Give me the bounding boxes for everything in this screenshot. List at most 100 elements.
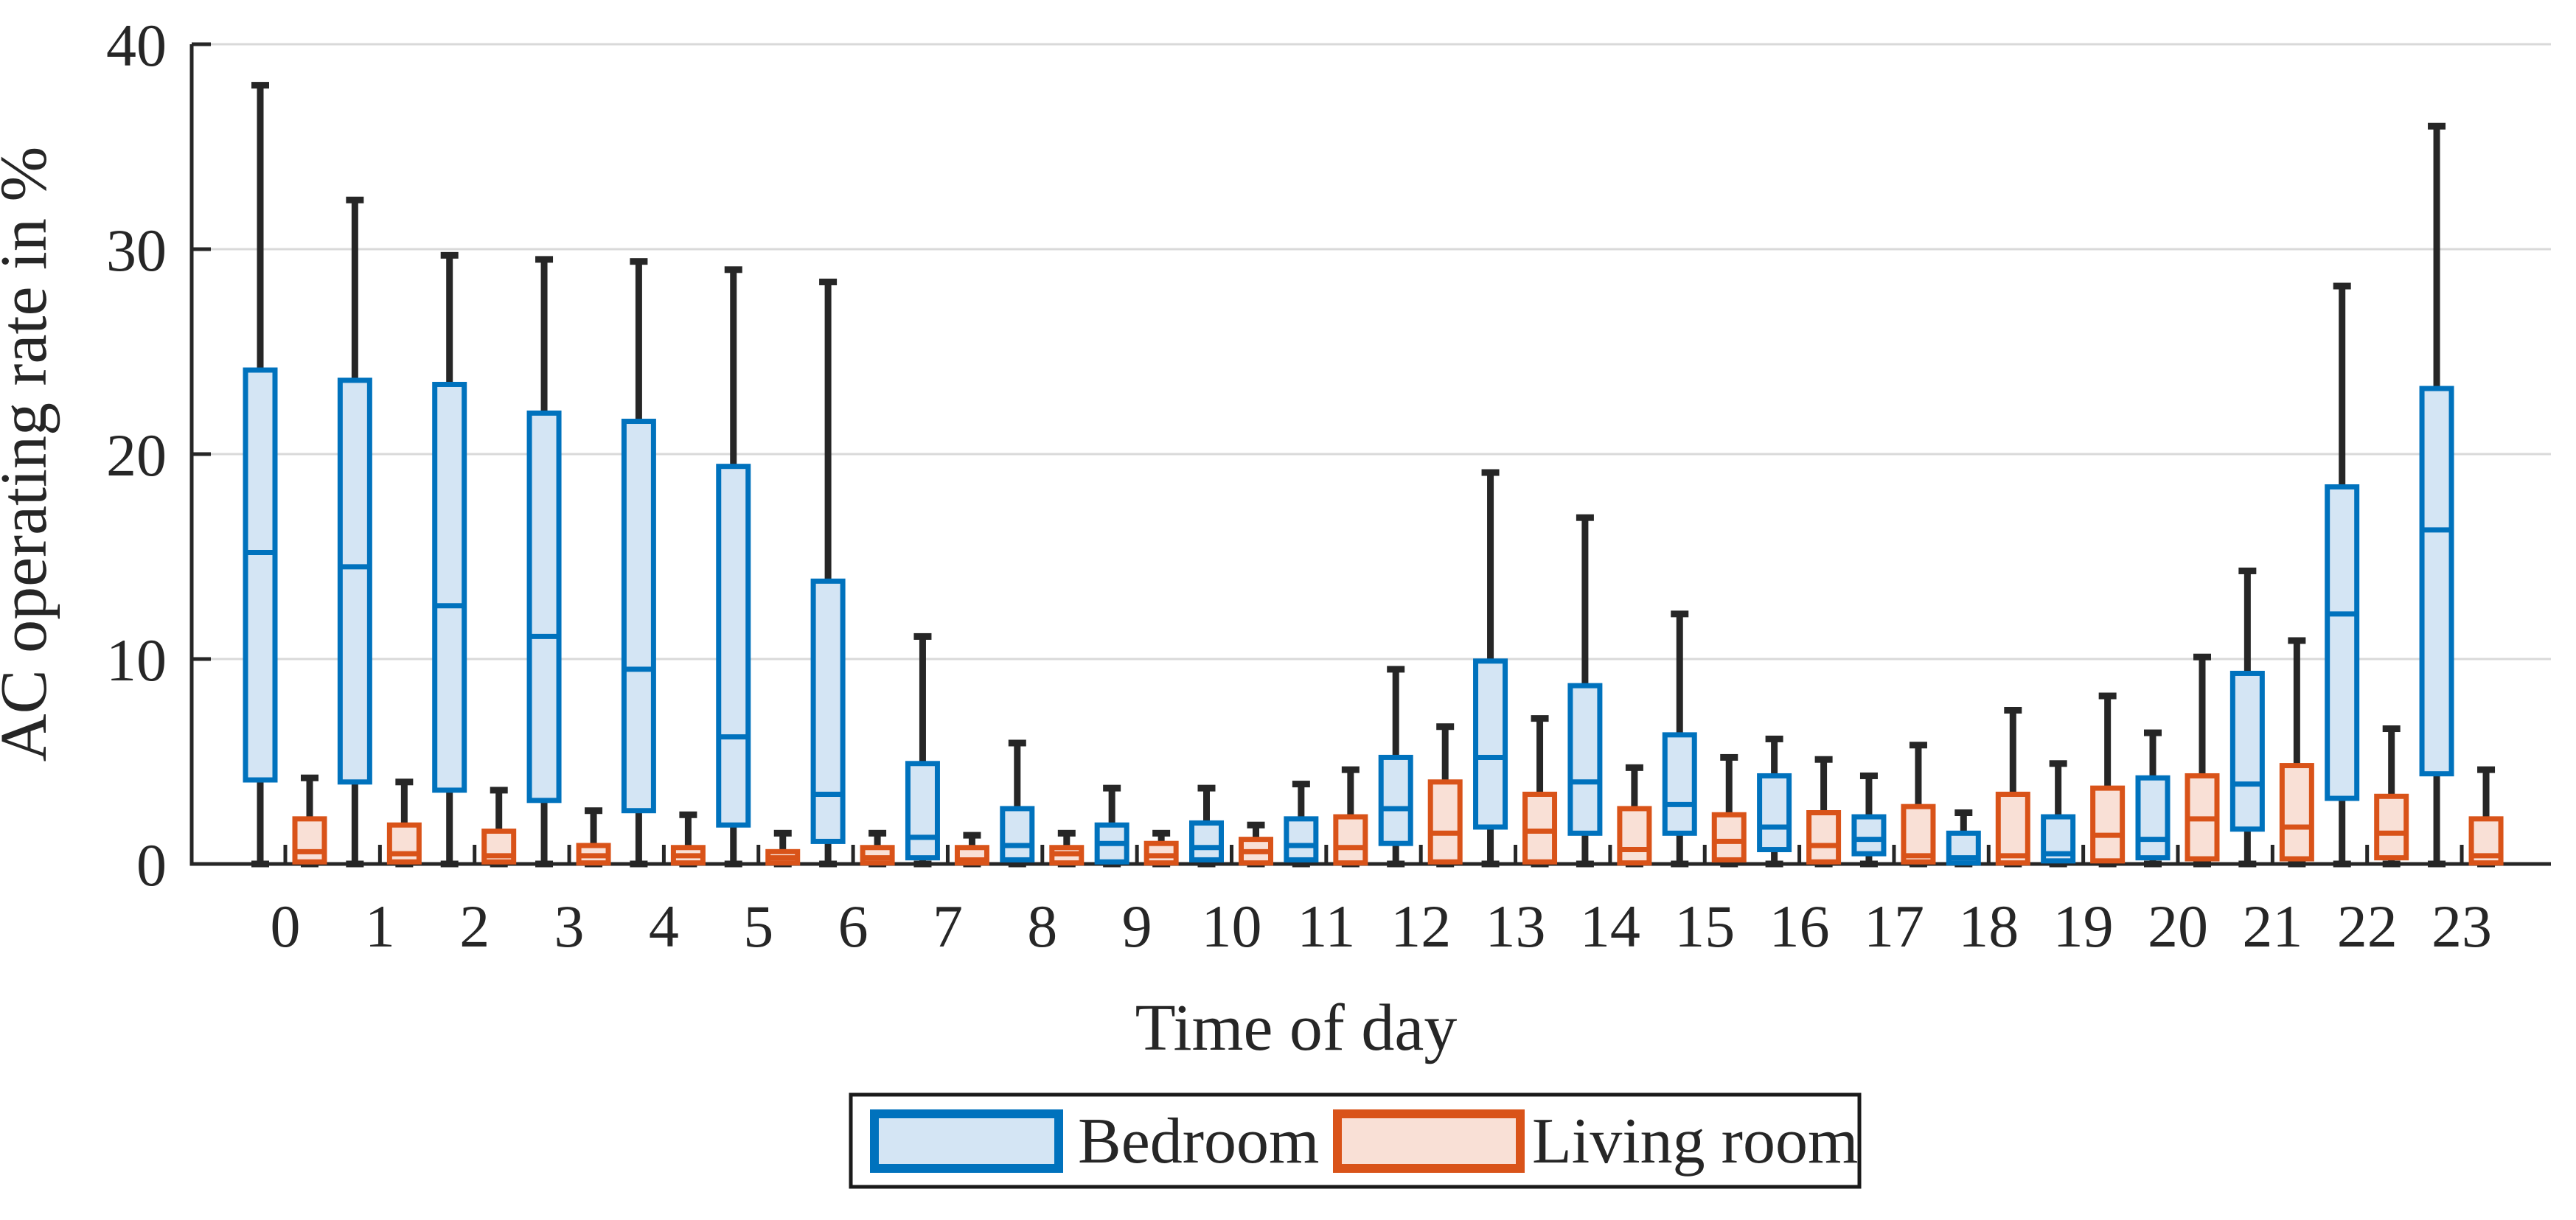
y-tick-label-40: 40 [106,12,167,79]
upper-whisker-cap [1859,772,1878,779]
iqr-box [1757,773,1792,853]
upper-whisker-cap [2098,692,2117,700]
lower-whisker-cap [535,860,554,868]
upper-whisker-cap [1671,610,1689,618]
iqr-box [2090,785,2126,864]
iqr-box [2279,763,2314,862]
x-axis-title: Time of day [1135,991,1458,1064]
bedroom-box-hour-19 [2041,760,2076,868]
upper-whisker-cap [724,266,742,273]
upper-whisker-cap [2428,122,2446,130]
lower-whisker-cap [1576,860,1594,868]
upper-whisker-cap [1103,784,1121,792]
lower-whisker-cap [2144,860,2162,868]
x-tick-label-1: 1 [365,893,395,960]
bedroom-box-hour-0 [243,82,278,868]
living-room-box-hour-2 [481,787,517,868]
lower-whisker-cap [2382,860,2401,868]
y-tick-label-0: 0 [136,832,167,899]
x-tick-label-15: 15 [1674,893,1735,960]
upper-whisker-cap [251,82,269,89]
x-tick-label-12: 12 [1390,893,1451,960]
lower-whisker-cap [2428,860,2446,868]
x-tick-label-13: 13 [1486,893,1546,960]
iqr-box [1473,658,1508,830]
legend-swatch-bedroom [870,1109,1063,1173]
iqr-box [2374,793,2409,861]
x-tick-label-4: 4 [649,893,679,960]
lower-whisker-cap [1292,860,1310,868]
living-room-box-hour-21 [2279,637,2314,868]
iqr-box [337,377,372,785]
lower-whisker-cap [724,860,742,868]
bedroom-box-hour-21 [2229,567,2265,868]
bedroom-box-hour-16 [1757,735,1792,868]
living-room-box-hour-23 [2468,766,2504,868]
iqr-box [621,419,656,814]
iqr-box [1522,791,1558,865]
gridlines [192,43,2551,660]
lower-whisker-cap [1765,860,1783,868]
iqr-box [1427,779,1463,865]
upper-whisker-cap [1481,469,1500,476]
upper-whisker-cap [2288,637,2306,644]
upper-whisker-cap [2004,707,2022,714]
upper-whisker-cap [1954,809,1973,816]
x-tick-label-23: 23 [2431,893,2492,960]
living-room-box-hour-10 [1239,821,1273,868]
living-room-box-hour-8 [1049,829,1085,868]
x-tick-label-5: 5 [743,893,773,960]
upper-whisker-cap [1008,739,1026,747]
living-room-box-hour-7 [954,832,989,868]
living-room-box-hour-0 [292,774,327,868]
upper-whisker-cap [2477,766,2496,773]
upper-whisker-cap [819,278,838,285]
x-tick-label-21: 21 [2242,893,2302,960]
living-room-box-hour-3 [576,807,611,868]
iqr-box [243,367,278,783]
lower-whisker-cap [819,860,838,868]
lower-whisker-cap [1859,860,1878,868]
upper-whisker-cap [679,811,697,818]
x-tick-label-22: 22 [2337,893,2398,960]
lower-whisker-cap [1720,860,1738,868]
bedroom-box-hour-3 [526,256,562,868]
iqr-box [1333,814,1368,866]
living-room-box-hour-12 [1427,723,1463,868]
x-tick-label-18: 18 [1958,893,2019,960]
x-tick-label-6: 6 [838,893,868,960]
lower-whisker-cap [1671,860,1689,868]
living-room-box-hour-4 [670,811,706,868]
lower-whisker-cap [2333,860,2351,868]
living-room-box-hour-17 [1901,742,1936,868]
y-tick-label-30: 30 [106,217,167,284]
iqr-box [1000,806,1035,862]
lower-whisker-cap [251,860,269,868]
x-tick-label-3: 3 [554,893,585,960]
iqr-box [1851,814,1887,857]
lower-whisker-cap [2049,860,2067,868]
y-tick-label-20: 20 [106,422,167,489]
upper-whisker-cap [395,778,414,786]
y-tick-labels: 0 10 20 30 40 [106,12,167,899]
upper-whisker-cap [301,774,318,781]
iqr-box [905,761,940,861]
iqr-box [2325,484,2360,801]
iqr-box [1617,806,1652,866]
living-room-box-hour-14 [1617,764,1652,868]
upper-whisker-cap [535,256,554,263]
upper-whisker-cap [1247,821,1265,829]
upper-whisker-cap [490,787,508,794]
lower-whisker-cap [346,860,364,868]
iqr-box [1284,816,1319,862]
bedroom-box-hour-7 [905,632,940,868]
bedroom-box-hour-23 [2419,122,2454,868]
x-tick-label-19: 19 [2053,893,2114,960]
upper-whisker-cap [1057,829,1076,837]
x-tick-label-11: 11 [1297,893,1355,960]
iqr-box [2135,775,2171,861]
upper-whisker-cap [2144,729,2162,736]
legend-label-living-room: Living room [1532,1106,1858,1177]
